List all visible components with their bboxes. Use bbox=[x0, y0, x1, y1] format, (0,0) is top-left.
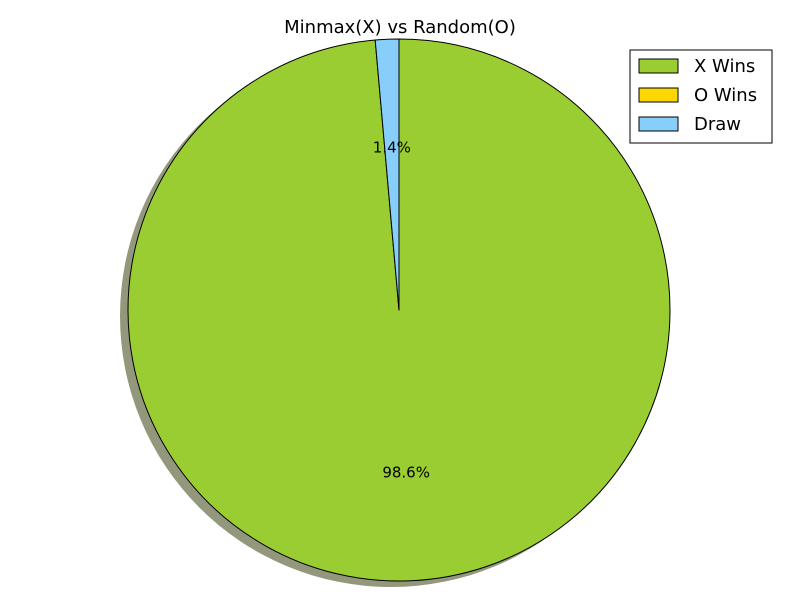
pie-label-draw: 1.4% bbox=[373, 139, 411, 157]
pie-label-x-wins: 98.6% bbox=[382, 463, 430, 481]
legend-label-draw: Draw bbox=[694, 114, 741, 135]
legend-swatch-draw bbox=[638, 116, 679, 132]
pie-value-labels: 98.6% 1.4% bbox=[373, 139, 430, 482]
legend-label-x-wins: X Wins bbox=[694, 56, 755, 77]
legend-swatch-x-wins bbox=[638, 58, 679, 74]
legend: X Wins O Wins Draw bbox=[629, 49, 773, 144]
pie-slices bbox=[127, 38, 671, 582]
legend-label-o-wins: O Wins bbox=[694, 85, 757, 106]
pie-slice-draw bbox=[374, 38, 400, 311]
chart-title: Minmax(X) vs Random(O) bbox=[284, 17, 516, 38]
legend-swatch-o-wins bbox=[638, 87, 679, 103]
